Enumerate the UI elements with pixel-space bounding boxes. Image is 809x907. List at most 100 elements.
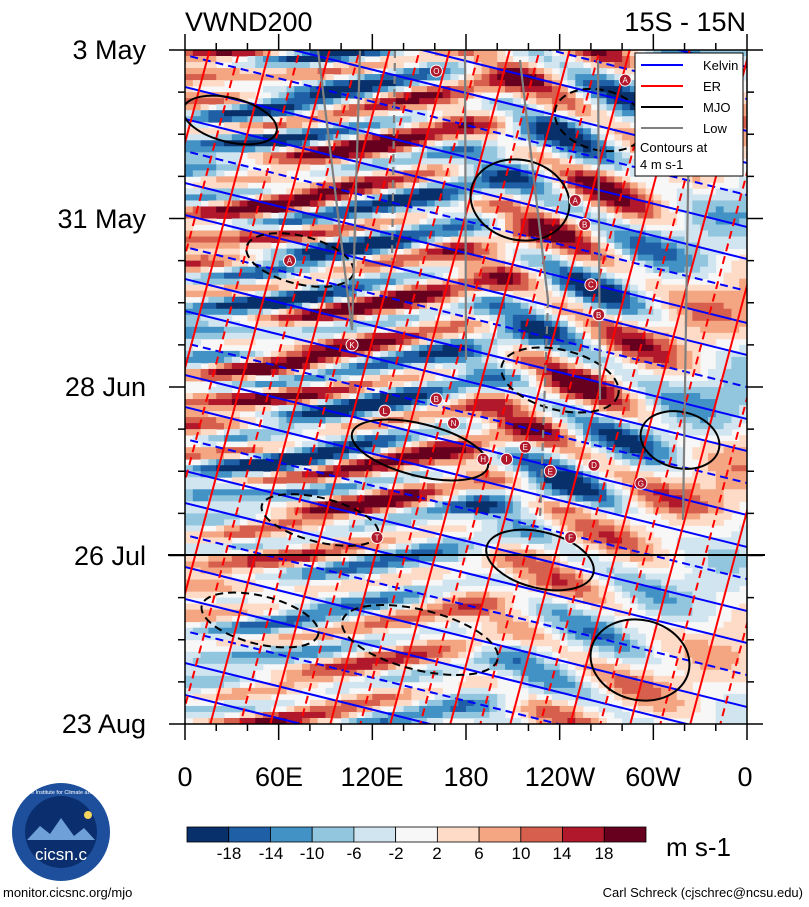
shade-cell	[583, 74, 592, 81]
shade-cell	[739, 194, 747, 201]
shade-cell	[309, 230, 319, 237]
shade-cell	[668, 507, 678, 514]
shade-cell	[247, 170, 256, 177]
shade-cell	[372, 302, 381, 310]
shade-cell	[192, 74, 202, 81]
shade-cell	[309, 338, 319, 346]
shade-cell	[715, 332, 724, 340]
shade-cell	[614, 278, 623, 286]
shade-cell	[263, 423, 272, 430]
shade-cell	[185, 62, 194, 69]
shade-cell	[583, 525, 592, 532]
shade-cell	[341, 459, 350, 466]
shade-cell	[692, 507, 701, 514]
shade-cell	[684, 248, 693, 256]
shade-cell	[247, 284, 256, 292]
shade-cell	[380, 350, 389, 358]
shade-cell	[692, 254, 701, 262]
shade-cell	[466, 236, 475, 243]
shade-cell	[598, 230, 607, 237]
shade-cell	[224, 164, 233, 171]
shade-cell	[231, 483, 241, 490]
shade-cell	[192, 56, 202, 63]
shade-cell	[520, 272, 529, 280]
shade-cell	[278, 68, 287, 75]
shade-cell	[497, 314, 506, 322]
shade-cell	[419, 140, 428, 147]
shade-cell	[481, 266, 490, 274]
shade-cell	[224, 314, 233, 322]
shade-cell	[668, 314, 678, 322]
shade-cell	[583, 302, 592, 310]
shade-cell	[309, 417, 319, 424]
shade-cell	[231, 236, 241, 243]
shade-cell	[481, 188, 490, 195]
shade-cell	[348, 465, 358, 472]
shade-cell	[216, 68, 225, 75]
shade-cell	[294, 266, 303, 274]
shade-cell	[434, 332, 443, 340]
shade-cell	[302, 350, 311, 358]
shade-cell	[559, 158, 568, 165]
shade-cell	[192, 393, 202, 400]
shade-cell	[692, 230, 701, 237]
shade-cell	[653, 477, 662, 484]
shade-cell	[676, 320, 685, 328]
shade-cell	[348, 501, 358, 508]
shade-cell	[528, 483, 537, 490]
shade-cell	[286, 453, 295, 460]
shade-cell	[192, 308, 202, 316]
shade-cell	[731, 236, 740, 243]
shade-cell	[544, 56, 553, 63]
shade-cell	[419, 507, 428, 514]
shade-cell	[419, 272, 428, 280]
shade-cell	[434, 176, 443, 183]
shade-cell	[411, 200, 420, 207]
shade-cell	[317, 152, 326, 159]
shade-cell	[372, 218, 381, 225]
shade-cell	[208, 272, 217, 280]
shade-cell	[224, 326, 233, 334]
shade-cell	[661, 380, 670, 388]
shade-cell	[629, 134, 639, 141]
shade-cell	[637, 399, 646, 406]
shade-cell	[684, 417, 693, 424]
shade-cell	[364, 50, 373, 57]
shade-cell	[512, 513, 522, 520]
shade-cell	[302, 326, 311, 334]
shade-cell	[356, 278, 365, 286]
shade-cell	[622, 68, 631, 75]
shade-cell	[528, 182, 537, 189]
shade-cell	[544, 218, 553, 225]
shade-cell	[247, 272, 256, 280]
shade-cell	[270, 146, 280, 153]
shade-cell	[668, 266, 678, 274]
shade-cell	[278, 206, 287, 213]
shade-cell	[598, 441, 607, 448]
shade-cell	[239, 134, 248, 141]
shade-cell	[403, 501, 412, 508]
shade-cell	[231, 260, 241, 268]
shade-cell	[481, 429, 490, 436]
shade-cell	[309, 519, 319, 526]
shade-cell	[614, 296, 623, 304]
shade-cell	[419, 501, 428, 508]
shade-cell	[505, 296, 514, 304]
shade-cell	[185, 80, 194, 87]
shade-cell	[544, 122, 553, 129]
shade-cell	[192, 483, 202, 490]
shade-cell	[348, 483, 358, 490]
shade-cell	[489, 68, 498, 75]
shade-cell	[676, 326, 685, 334]
shade-cell	[380, 483, 389, 490]
shade-cell	[505, 80, 514, 87]
shade-cell	[606, 50, 615, 57]
shade-cell	[419, 74, 428, 81]
shade-cell	[622, 423, 631, 430]
shade-cell	[286, 374, 295, 382]
shade-cell	[692, 314, 701, 322]
shade-cell	[458, 140, 467, 147]
shade-cell	[653, 380, 662, 388]
shade-cell	[442, 429, 451, 436]
shade-cell	[247, 399, 256, 406]
